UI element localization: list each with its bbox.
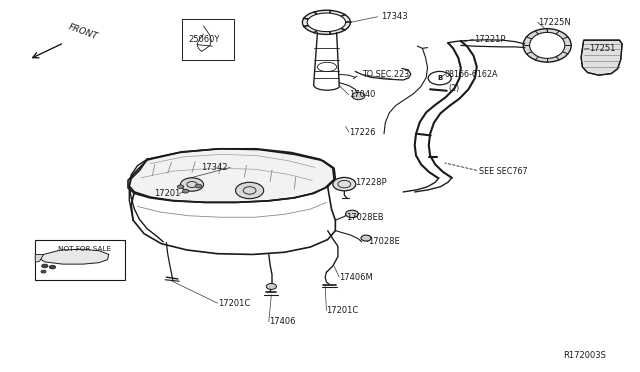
Polygon shape	[35, 254, 44, 262]
FancyBboxPatch shape	[35, 240, 125, 280]
Text: 17225N: 17225N	[538, 18, 570, 27]
Circle shape	[41, 270, 46, 273]
Circle shape	[42, 264, 48, 268]
Circle shape	[236, 182, 264, 199]
Circle shape	[346, 210, 358, 218]
Ellipse shape	[302, 10, 351, 35]
Text: 25060Y: 25060Y	[189, 35, 220, 44]
Ellipse shape	[524, 29, 572, 62]
Text: TO SEC.223: TO SEC.223	[362, 70, 409, 79]
Circle shape	[361, 235, 371, 241]
Circle shape	[266, 283, 276, 289]
Text: B: B	[437, 75, 442, 81]
Text: 17343: 17343	[381, 12, 408, 21]
Polygon shape	[581, 40, 622, 75]
Text: 17028EB: 17028EB	[346, 213, 383, 222]
Text: 17201: 17201	[154, 189, 180, 198]
Text: (2): (2)	[448, 84, 460, 93]
Circle shape	[49, 265, 56, 269]
Text: 08166-6162A: 08166-6162A	[445, 70, 499, 79]
Text: R172003S: R172003S	[563, 351, 606, 360]
Circle shape	[180, 178, 204, 191]
Text: 17406M: 17406M	[339, 273, 373, 282]
Ellipse shape	[530, 32, 565, 58]
Text: 17221P: 17221P	[474, 35, 505, 44]
Text: 17342: 17342	[201, 163, 227, 172]
Circle shape	[195, 184, 202, 188]
Text: 17226: 17226	[349, 128, 375, 137]
Text: 17201C: 17201C	[218, 299, 250, 308]
Text: SEE SEC767: SEE SEC767	[479, 167, 527, 176]
Polygon shape	[128, 149, 334, 202]
Ellipse shape	[307, 13, 346, 32]
Text: 17406: 17406	[269, 317, 295, 326]
Text: 17028E: 17028E	[368, 237, 400, 246]
Text: NOT FOR SALE: NOT FOR SALE	[58, 246, 111, 252]
FancyBboxPatch shape	[182, 19, 234, 60]
Text: 17040: 17040	[349, 90, 375, 99]
Text: 17251: 17251	[589, 44, 615, 53]
Text: FRONT: FRONT	[67, 23, 99, 42]
Circle shape	[177, 185, 184, 189]
Text: 17228P: 17228P	[355, 178, 387, 187]
Circle shape	[333, 177, 356, 191]
Circle shape	[352, 92, 365, 100]
Circle shape	[182, 189, 189, 193]
Polygon shape	[40, 249, 109, 264]
Text: 17201C: 17201C	[326, 306, 358, 315]
